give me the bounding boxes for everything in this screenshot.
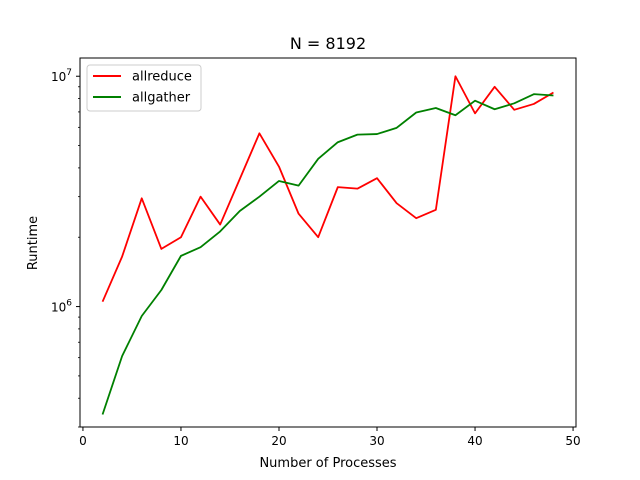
legend-label-allgather: allgather bbox=[132, 91, 191, 106]
plot-frame bbox=[79, 57, 577, 428]
x-tick-label: 50 bbox=[565, 434, 580, 448]
legend-label-allreduce: allreduce bbox=[132, 70, 192, 85]
series-layer bbox=[101, 75, 554, 415]
x-tick-label: 40 bbox=[467, 434, 482, 448]
x-tick-label: 30 bbox=[369, 434, 384, 448]
y-axis-label: Runtime bbox=[26, 216, 41, 270]
chart-title: N = 8192 bbox=[290, 34, 366, 53]
x-tick-label: 0 bbox=[79, 434, 87, 448]
series-line-allgather bbox=[101, 93, 554, 415]
y-tick-label: 106 bbox=[51, 299, 72, 315]
series-line-allreduce bbox=[101, 75, 554, 303]
axes-layer: 0 10 20 30 40 50 106 107 bbox=[51, 68, 581, 448]
x-tick-label: 10 bbox=[173, 434, 188, 448]
x-tick-label: 20 bbox=[271, 434, 286, 448]
x-axis-label: Number of Processes bbox=[259, 456, 396, 471]
legend: allreduce allgather bbox=[86, 64, 202, 112]
y-tick-label: 107 bbox=[51, 68, 72, 84]
